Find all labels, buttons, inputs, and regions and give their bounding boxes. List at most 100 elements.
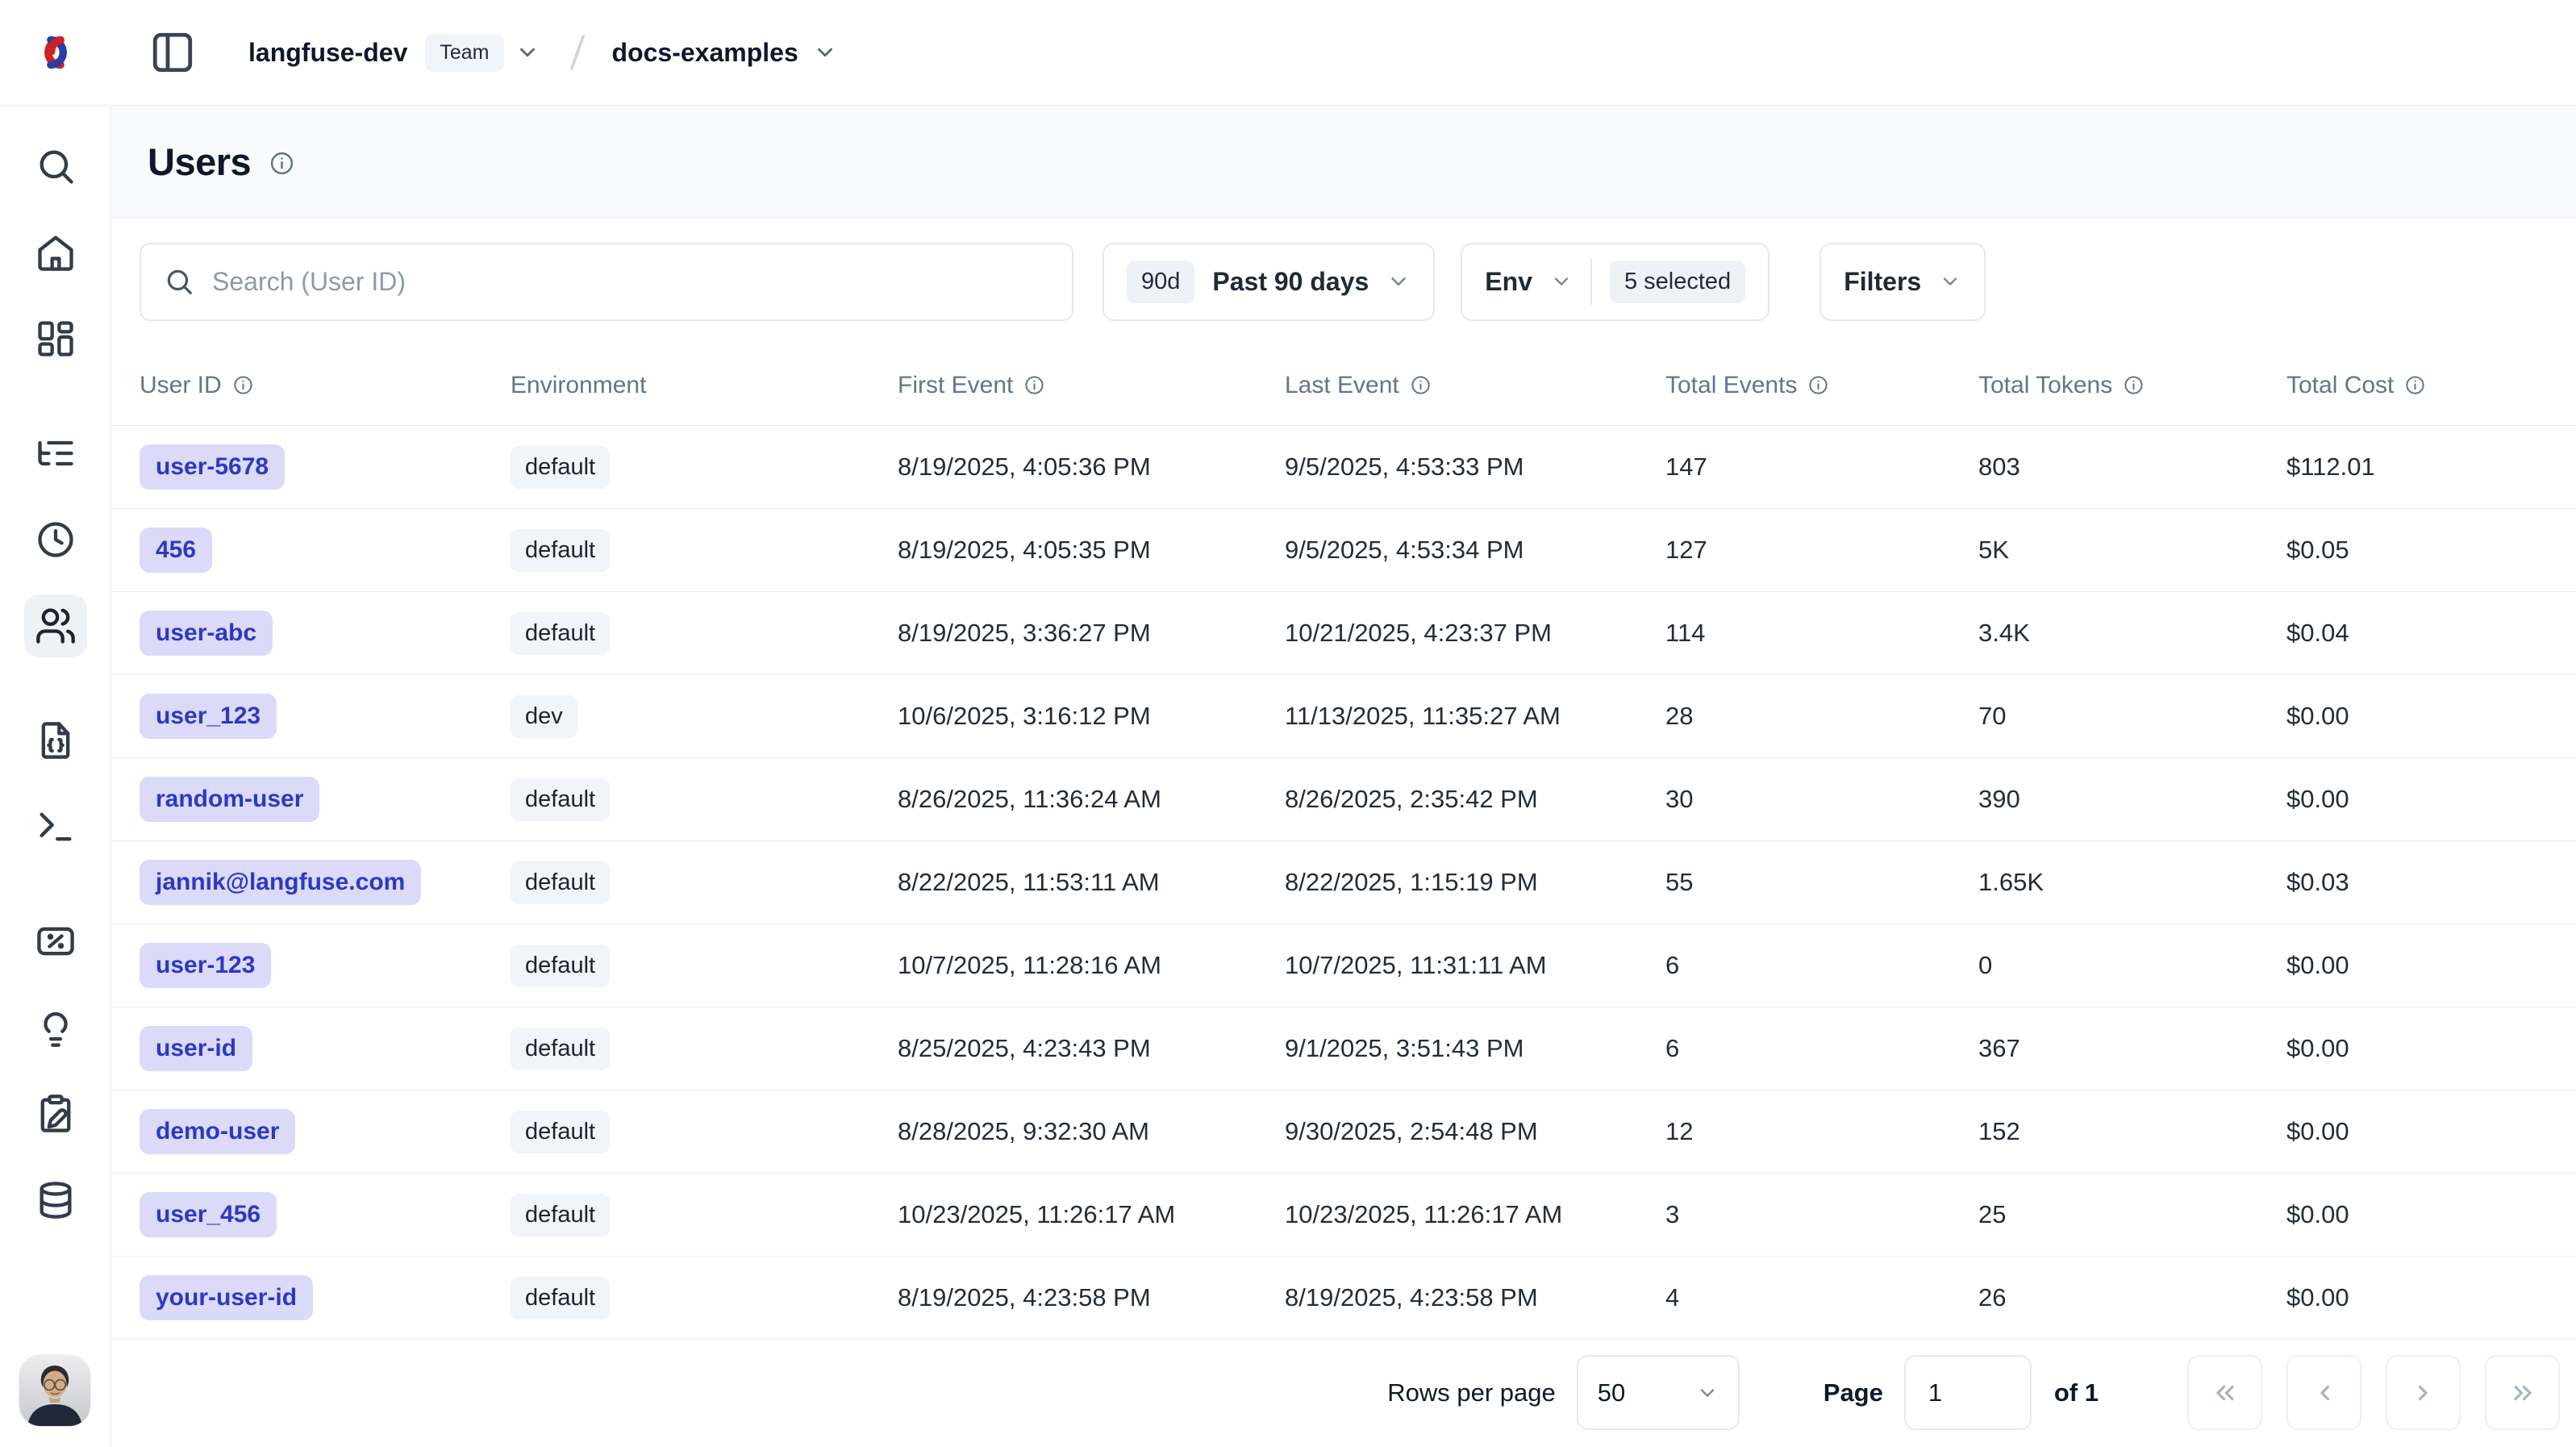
sidebar-item-datasets[interactable] [24, 1169, 87, 1232]
user-id-cell: user_123 [140, 694, 511, 739]
user-id-badge[interactable]: user_123 [140, 694, 277, 739]
table-row[interactable]: user-id default 8/25/2025, 4:23:43 PM 9/… [112, 1007, 2576, 1090]
column-header-first-event[interactable]: First Event [898, 372, 1285, 399]
table-row[interactable]: user-123 default 10/7/2025, 11:28:16 AM … [112, 924, 2576, 1007]
user-id-badge[interactable]: random-user [140, 777, 319, 822]
table-row[interactable]: user_456 default 10/23/2025, 11:26:17 AM… [112, 1174, 2576, 1257]
column-header-last-event[interactable]: Last Event [1285, 372, 1665, 399]
sidebar-item-prompts[interactable] [24, 709, 87, 772]
last-event-cell: 11/13/2025, 11:35:27 AM [1285, 702, 1665, 731]
project-name[interactable]: docs-examples [612, 38, 798, 68]
table-row[interactable]: user-abc default 8/19/2025, 3:36:27 PM 1… [112, 592, 2576, 675]
divider [1590, 258, 1592, 305]
environment-cell: default [511, 778, 898, 821]
project-chevron-down-icon[interactable] [813, 40, 837, 65]
sidebar-item-playground[interactable] [24, 795, 87, 858]
table-row[interactable]: random-user default 8/26/2025, 11:36:24 … [112, 758, 2576, 841]
sidebar-item-annotation[interactable] [24, 1082, 87, 1145]
org-type-badge: Team [425, 34, 503, 72]
sidebar-item-home[interactable] [24, 221, 87, 284]
sidebar-toggle-button[interactable] [147, 27, 198, 78]
sidebar-item-evaluation[interactable] [24, 910, 87, 973]
total-cost-cell: $0.00 [2286, 1283, 2576, 1312]
column-header-total-cost[interactable]: Total Cost [2286, 372, 2576, 399]
breadcrumb: langfuse-dev Team docs-examples [248, 31, 837, 74]
total-tokens-cell: 367 [1978, 1034, 2286, 1063]
first-page-button[interactable] [2187, 1355, 2262, 1430]
table-row[interactable]: your-user-id default 8/19/2025, 4:23:58 … [112, 1257, 2576, 1340]
column-header-environment[interactable]: Environment [511, 372, 898, 399]
filters-button[interactable]: Filters [1819, 243, 1986, 321]
first-event-cell: 8/19/2025, 4:05:36 PM [898, 452, 1285, 482]
first-event-cell: 10/7/2025, 11:28:16 AM [898, 951, 1285, 980]
info-icon[interactable] [232, 374, 254, 396]
environment-badge: default [511, 945, 610, 987]
environment-badge: default [511, 1111, 610, 1153]
org-name[interactable]: langfuse-dev [248, 38, 407, 68]
user-id-badge[interactable]: user-id [140, 1026, 252, 1071]
total-events-cell: 6 [1665, 951, 1978, 980]
panel-left-icon [149, 29, 196, 76]
last-page-button[interactable] [2485, 1355, 2560, 1430]
user-id-badge[interactable]: user-123 [140, 943, 271, 988]
user-id-badge[interactable]: user_456 [140, 1192, 277, 1237]
table-row[interactable]: user-5678 default 8/19/2025, 4:05:36 PM … [112, 426, 2576, 509]
sidebar-item-dashboards[interactable] [24, 307, 87, 370]
user-id-badge[interactable]: your-user-id [140, 1275, 313, 1320]
rows-per-page-select[interactable]: 50 [1577, 1355, 1740, 1430]
next-page-button[interactable] [2386, 1355, 2461, 1430]
date-shortcut-badge: 90d [1127, 261, 1194, 303]
user-id-badge[interactable]: demo-user [140, 1109, 295, 1154]
total-tokens-cell: 25 [1978, 1200, 2286, 1229]
table-row[interactable]: 456 default 8/19/2025, 4:05:35 PM 9/5/20… [112, 509, 2576, 592]
page-title-info-icon[interactable] [269, 150, 295, 177]
column-header-total-tokens[interactable]: Total Tokens [1978, 372, 2286, 399]
column-label: User ID [140, 372, 222, 399]
sidebar-nav [0, 106, 111, 1447]
table-row[interactable]: user_123 dev 10/6/2025, 3:16:12 PM 11/13… [112, 675, 2576, 758]
first-event-cell: 8/25/2025, 4:23:43 PM [898, 1034, 1285, 1063]
user-id-badge[interactable]: 456 [140, 528, 212, 573]
info-icon[interactable] [2404, 374, 2426, 396]
total-tokens-cell: 70 [1978, 702, 2286, 731]
user-id-badge[interactable]: jannik@langfuse.com [140, 860, 421, 905]
last-event-cell: 9/5/2025, 4:53:33 PM [1285, 452, 1665, 482]
total-events-cell: 12 [1665, 1117, 1978, 1146]
user-id-badge[interactable]: user-abc [140, 611, 273, 656]
chevron-down-icon [1550, 270, 1573, 293]
info-icon[interactable] [2123, 374, 2145, 396]
environment-cell: dev [511, 695, 898, 738]
total-events-cell: 3 [1665, 1200, 1978, 1229]
date-range-button[interactable]: 90d Past 90 days [1103, 243, 1435, 321]
trace-tree-icon [35, 432, 77, 474]
environment-cell: default [511, 861, 898, 904]
column-header-total-events[interactable]: Total Events [1665, 372, 1978, 399]
last-event-cell: 8/26/2025, 2:35:42 PM [1285, 785, 1665, 814]
user-id-badge[interactable]: user-5678 [140, 444, 285, 490]
app-logo[interactable] [0, 26, 111, 79]
first-event-cell: 8/28/2025, 9:32:30 AM [898, 1117, 1285, 1146]
sidebar-item-sessions[interactable] [24, 508, 87, 571]
first-event-cell: 8/22/2025, 11:53:11 AM [898, 868, 1285, 897]
info-icon[interactable] [1410, 374, 1432, 396]
info-icon[interactable] [1023, 374, 1045, 396]
previous-page-button[interactable] [2286, 1355, 2361, 1430]
table-row[interactable]: demo-user default 8/28/2025, 9:32:30 AM … [112, 1090, 2576, 1174]
first-event-cell: 8/19/2025, 3:36:27 PM [898, 619, 1285, 648]
environment-badge: default [511, 612, 610, 655]
sidebar-item-users[interactable] [24, 594, 87, 657]
user-id-cell: jannik@langfuse.com [140, 860, 511, 905]
search-input[interactable]: Search (User ID) [140, 243, 1073, 321]
sidebar-item-insights[interactable] [24, 996, 87, 1059]
org-chevron-down-icon[interactable] [515, 40, 540, 65]
user-avatar[interactable] [19, 1355, 90, 1426]
sidebar-item-search[interactable] [24, 135, 87, 198]
env-label: Env [1485, 267, 1532, 297]
info-icon[interactable] [1807, 374, 1829, 396]
environment-filter-button[interactable]: Env 5 selected [1461, 243, 1769, 321]
page-number-input[interactable]: 1 [1904, 1355, 2032, 1430]
langfuse-logo-icon [29, 26, 82, 79]
sidebar-item-tracing[interactable] [24, 422, 87, 485]
column-header-user-id[interactable]: User ID [140, 372, 511, 399]
table-row[interactable]: jannik@langfuse.com default 8/22/2025, 1… [112, 841, 2576, 924]
